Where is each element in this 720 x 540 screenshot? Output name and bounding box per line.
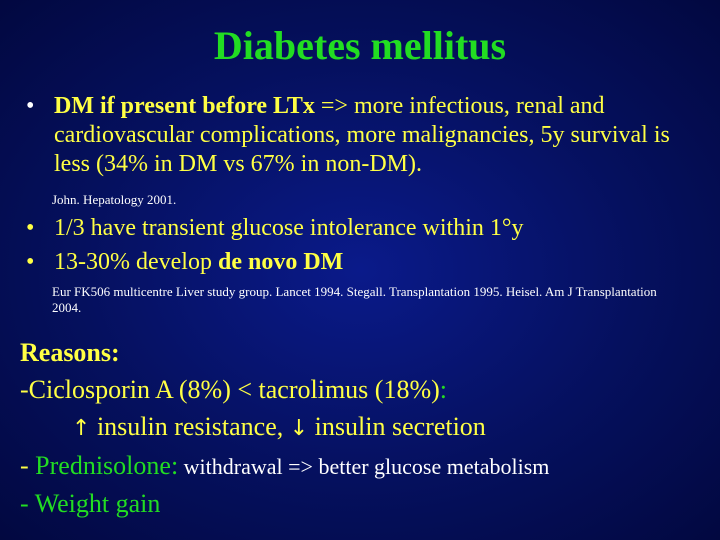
reference-2: Eur FK506 multicentre Liver study group.…: [52, 284, 657, 315]
arrow-down-icon: ↓: [289, 416, 309, 441]
arrow-up-icon: ↑: [72, 416, 91, 441]
reasons-heading: Reasons:: [20, 338, 120, 367]
bullet-marker: •: [26, 249, 35, 275]
bullet-bold-text: de novo DM: [217, 249, 344, 275]
reason-prednisolone-drug: Prednisolone: [35, 451, 171, 480]
insulin-resistance-text: insulin resistance,: [90, 412, 290, 441]
bullet-transient-intolerance: 1/3 have transient glucose intolerance w…: [54, 215, 524, 241]
bullet-text: DM if present before LTx => more infecti…: [54, 92, 706, 179]
bullet-de-novo-dm: 13-30% develop de novo DM: [54, 248, 706, 277]
reason-prednisolone-rest: withdrawal => better glucose metabolism: [178, 454, 550, 479]
reason-insulin-effects: ↑ insulin resistance, ↓ insulin secretio…: [20, 408, 710, 447]
bullet-rest-text: => more infectious, renal and cardiovasc…: [54, 93, 670, 177]
reason-dash: -: [20, 451, 36, 480]
reason-prednisolone: - Prednisolone: withdrawal => better glu…: [20, 447, 710, 485]
reason-ciclosporin-text: -Ciclosporin A (8%) < tacrolimus (18%): [20, 375, 440, 404]
reference-1: John. Hepatology 2001.: [52, 192, 177, 207]
insulin-secretion-text: insulin secretion: [308, 412, 486, 441]
bullet-dm-before-ltx: • DM if present before LTx => more infec…: [26, 92, 706, 179]
reasons-section: Reasons: -Ciclosporin A (8%) < tacrolimu…: [20, 334, 710, 522]
reason-colon: :: [439, 375, 447, 404]
slide-title: Diabetes mellitus: [213, 23, 507, 68]
bullet-bold-text: DM if present before LTx: [54, 93, 315, 119]
reason-ciclosporin: -Ciclosporin A (8%) < tacrolimus (18%):: [20, 371, 710, 408]
reason-prednisolone-colon: :: [170, 451, 179, 480]
bullet-group-incidence: • 1/3 have transient glucose intolerance…: [26, 214, 706, 282]
reason-weight-gain: - Weight gain: [20, 489, 161, 518]
bullet-prefix-text: 13-30% develop: [54, 249, 218, 275]
bullet-marker: •: [26, 215, 35, 241]
bullet-marker: •: [26, 93, 35, 119]
